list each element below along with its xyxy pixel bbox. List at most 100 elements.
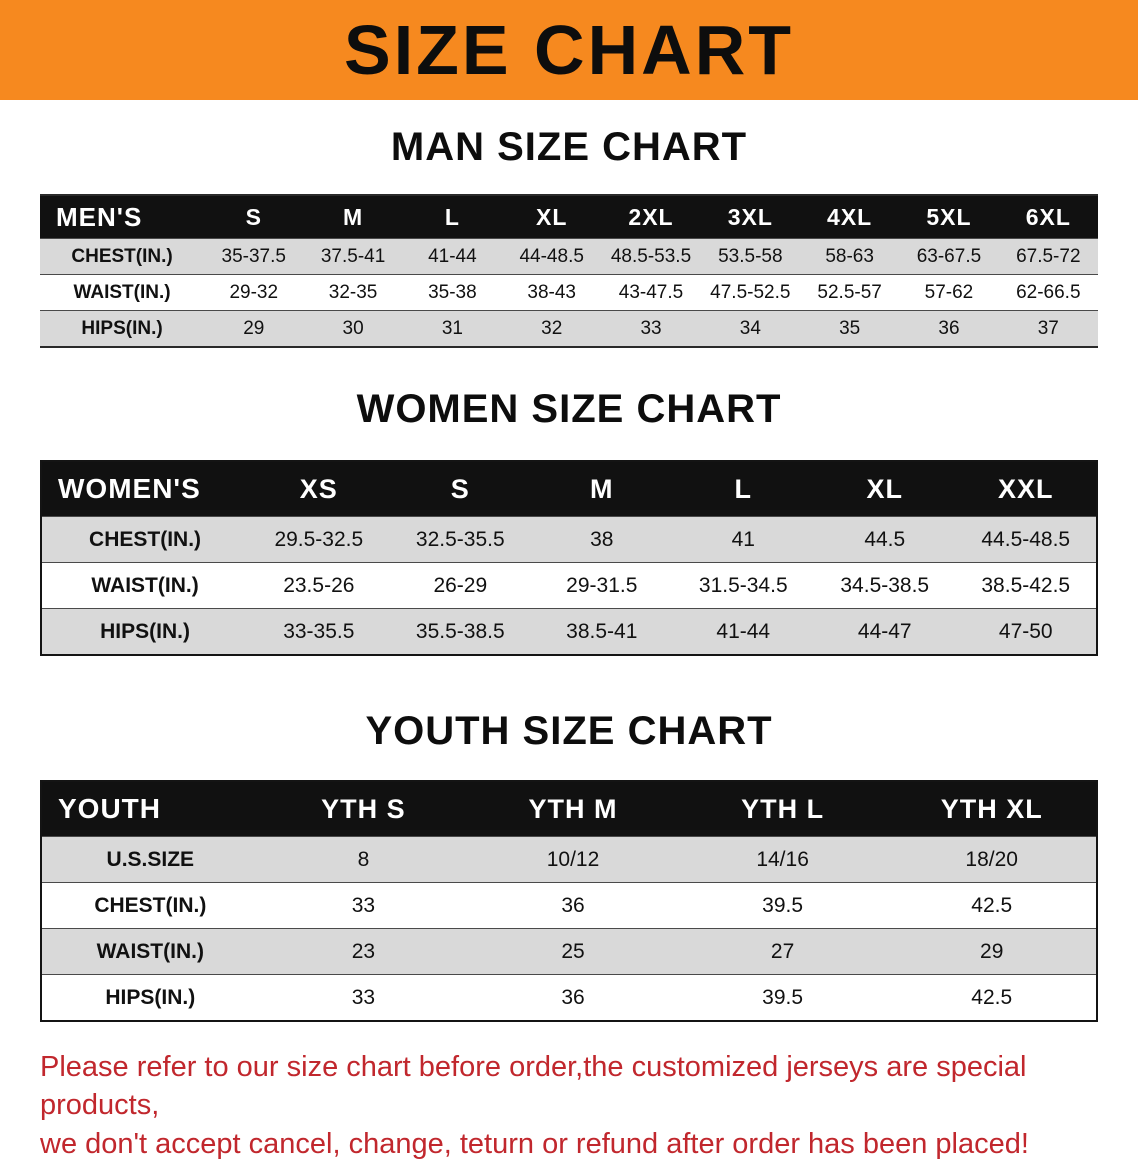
men-column-header: L [402, 195, 503, 239]
size-cell: 33 [258, 882, 469, 929]
women-data-row: CHEST(IN.) 29.5-32.5 32.5-35.5 38 41 44.5 44.5… [41, 516, 1097, 563]
size-cell: 44.5 [814, 516, 956, 563]
youth-data-row: CHEST(IN.) 33 36 39.5 42.5 [41, 882, 1097, 929]
size-cell: 41-44 [672, 608, 815, 656]
women-column-header: XXL [955, 461, 1097, 517]
men-header-row: MEN'S S M L XL 2XL 3XL 4XL 5XL 6XL [40, 195, 1098, 239]
size-cell: 35-37.5 [204, 238, 304, 275]
size-cell: 38 [531, 516, 673, 563]
youth-data-row: U.S.SIZE 8 10/12 14/16 18/20 [41, 836, 1097, 883]
size-cell: 44.5-48.5 [955, 516, 1097, 563]
row-label: HIPS(IN.) [41, 974, 259, 1022]
men-column-header: S [204, 195, 304, 239]
row-label: WAIST(IN.) [40, 274, 205, 311]
men-data-row: WAIST(IN.) 29-32 32-35 35-38 38-43 43-47.5 47.… [40, 274, 1098, 311]
size-cell: 10/12 [468, 836, 678, 883]
men-column-header: M [303, 195, 403, 239]
size-cell: 41-44 [402, 238, 503, 275]
women-column-header: XS [248, 461, 390, 517]
size-cell: 34 [700, 310, 800, 348]
size-cell: 47-50 [955, 608, 1097, 656]
size-cell: 35-38 [402, 274, 503, 311]
size-cell: 67.5-72 [998, 238, 1098, 275]
women-column-header: S [389, 461, 532, 517]
size-cell: 14/16 [677, 836, 888, 883]
size-cell: 33-35.5 [248, 608, 390, 656]
size-cell: 34.5-38.5 [814, 562, 956, 609]
size-cell: 32-35 [303, 274, 403, 311]
size-cell: 8 [258, 836, 469, 883]
youth-size-table: YOUTH YTH S YTH M YTH L YTH XL U.S.SIZE 8 10/12… [40, 780, 1098, 1022]
row-label: U.S.SIZE [41, 836, 259, 883]
women-data-row: HIPS(IN.) 33-35.5 35.5-38.5 38.5-41 41-44 44-… [41, 608, 1097, 656]
size-cell: 29.5-32.5 [248, 516, 390, 563]
size-cell: 29 [204, 310, 304, 348]
size-cell: 39.5 [677, 882, 888, 929]
women-column-header: M [531, 461, 673, 517]
size-cell: 33 [601, 310, 701, 348]
size-cell: 26-29 [389, 562, 532, 609]
size-cell: 30 [303, 310, 403, 348]
size-cell: 23.5-26 [248, 562, 390, 609]
size-cell: 36 [899, 310, 999, 348]
size-cell: 52.5-57 [799, 274, 900, 311]
size-cell: 43-47.5 [601, 274, 701, 311]
order-notice: Please refer to our size chart before or… [40, 1048, 1098, 1163]
size-cell: 53.5-58 [700, 238, 800, 275]
row-label: WAIST(IN.) [41, 562, 249, 609]
youth-column-header: YTH L [677, 781, 888, 837]
youth-section-heading: YOUTH SIZE CHART [365, 709, 773, 753]
size-cell: 42.5 [887, 974, 1097, 1022]
men-column-header: 2XL [601, 195, 701, 239]
size-cell: 38-43 [502, 274, 602, 311]
size-cell: 29-31.5 [531, 562, 673, 609]
size-cell: 31 [402, 310, 503, 348]
men-column-header: 6XL [998, 195, 1098, 239]
men-column-header: 4XL [799, 195, 900, 239]
youth-column-header: YTH M [468, 781, 678, 837]
size-cell: 39.5 [677, 974, 888, 1022]
men-data-row: CHEST(IN.) 35-37.5 37.5-41 41-44 44-48.5 48.5… [40, 238, 1098, 275]
size-cell: 48.5-53.5 [601, 238, 701, 275]
men-column-header: XL [502, 195, 602, 239]
size-cell: 23 [258, 928, 469, 975]
order-notice-line-1: Please refer to our size chart before or… [40, 1051, 1027, 1122]
youth-column-header: YTH XL [887, 781, 1097, 837]
size-cell: 58-63 [799, 238, 900, 275]
women-size-table: WOMEN'S XS S M L XL XXL CHEST(IN.) 29.5-32.5 32.5… [40, 460, 1098, 656]
row-label: HIPS(IN.) [40, 310, 205, 348]
women-section-heading: WOMEN SIZE CHART [356, 387, 782, 431]
page-title: SIZE CHART [344, 11, 794, 89]
size-cell: 37 [998, 310, 1098, 348]
size-cell: 29-32 [204, 274, 304, 311]
size-cell: 35.5-38.5 [389, 608, 532, 656]
youth-column-header: YTH S [258, 781, 469, 837]
size-cell: 29 [887, 928, 1097, 975]
row-label: WAIST(IN.) [41, 928, 259, 975]
women-header-row: WOMEN'S XS S M L XL XXL [41, 461, 1097, 517]
women-column-header: XL [814, 461, 956, 517]
size-cell: 44-48.5 [502, 238, 602, 275]
women-corner-label: WOMEN'S [41, 461, 249, 517]
size-cell: 32.5-35.5 [389, 516, 532, 563]
row-label: HIPS(IN.) [41, 608, 249, 656]
size-cell: 36 [468, 882, 678, 929]
youth-data-row: WAIST(IN.) 23 25 27 29 [41, 928, 1097, 975]
size-cell: 33 [258, 974, 469, 1022]
size-cell: 32 [502, 310, 602, 348]
size-cell: 47.5-52.5 [700, 274, 800, 311]
size-cell: 41 [672, 516, 815, 563]
row-label: CHEST(IN.) [41, 516, 249, 563]
size-cell: 27 [677, 928, 888, 975]
size-cell: 38.5-42.5 [955, 562, 1097, 609]
size-cell: 36 [468, 974, 678, 1022]
men-column-header: 5XL [899, 195, 999, 239]
men-section-heading: MAN SIZE CHART [390, 125, 748, 169]
men-column-header: 3XL [700, 195, 800, 239]
size-cell: 25 [468, 928, 678, 975]
youth-header-row: YOUTH YTH S YTH M YTH L YTH XL [41, 781, 1097, 837]
youth-data-row: HIPS(IN.) 33 36 39.5 42.5 [41, 974, 1097, 1022]
size-cell: 63-67.5 [899, 238, 999, 275]
women-data-row: WAIST(IN.) 23.5-26 26-29 29-31.5 31.5-34.5 34… [41, 562, 1097, 609]
row-label: CHEST(IN.) [41, 882, 259, 929]
